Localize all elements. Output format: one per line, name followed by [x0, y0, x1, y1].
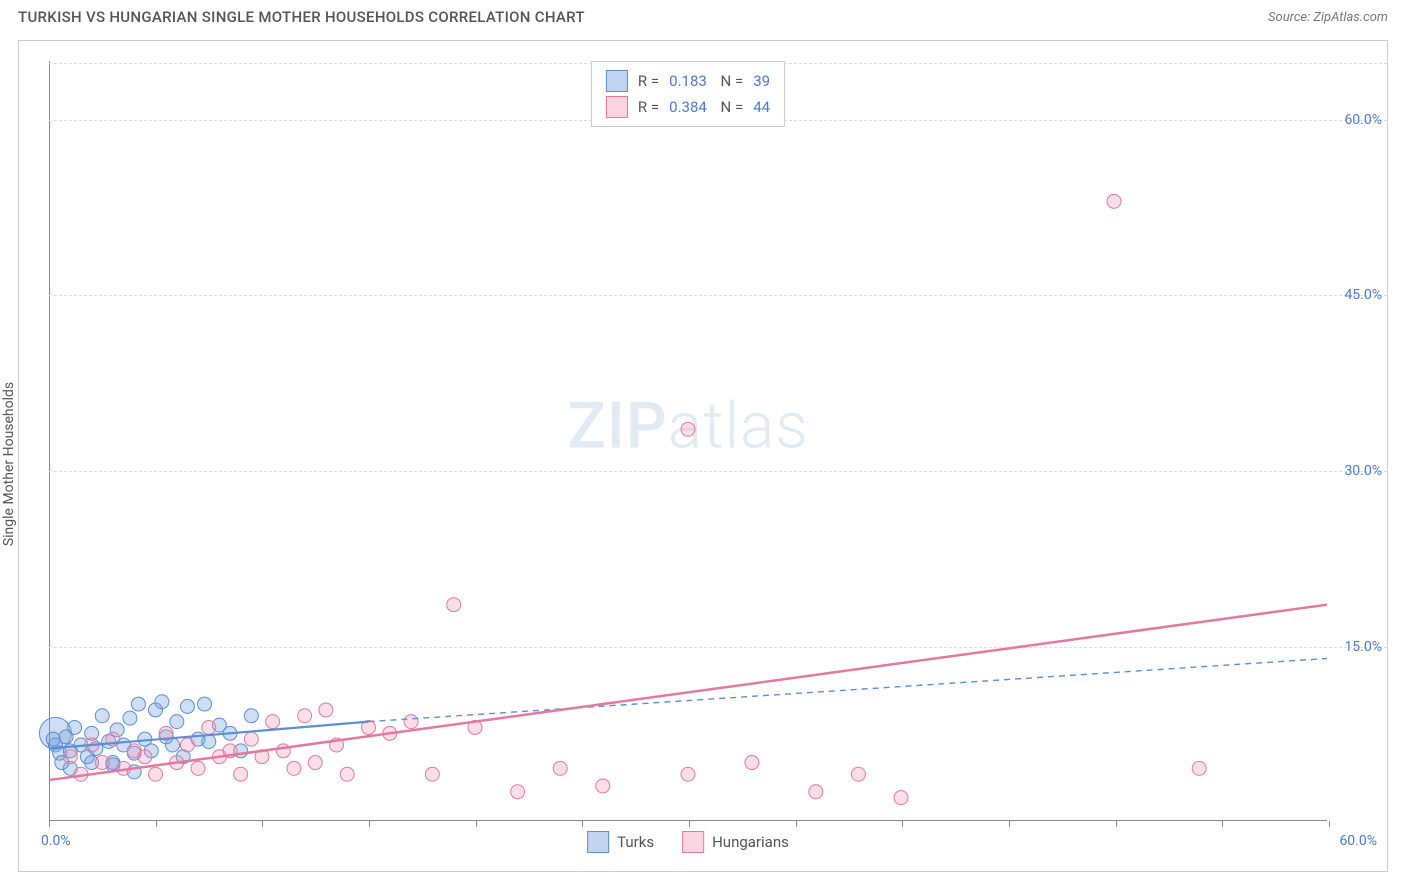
scatter-point	[202, 720, 216, 734]
scatter-point	[95, 709, 109, 723]
plot-area: 15.0%30.0%45.0%60.0% ZIPatlas R = 0.183 …	[49, 61, 1327, 821]
legend-item-turks: Turks	[587, 831, 654, 853]
legend-item-hungarians: Hungarians	[682, 831, 789, 853]
legend-r-label: R =	[638, 98, 659, 116]
scatter-point	[155, 695, 169, 709]
scatter-point	[170, 715, 184, 729]
legend-r-value-hungarians: 0.384	[669, 98, 707, 116]
scatter-point	[202, 735, 216, 749]
scatter-point	[1192, 761, 1206, 775]
x-tick	[476, 821, 477, 827]
legend-swatch-hungarians	[606, 96, 628, 118]
x-tick	[582, 821, 583, 827]
legend-row-hungarians: R = 0.384 N = 44	[606, 94, 770, 120]
scatter-point	[308, 756, 322, 770]
legend-r-value-turks: 0.183	[669, 72, 707, 90]
x-tick	[369, 821, 370, 827]
scatter-point	[123, 711, 137, 725]
scatter-point	[1107, 194, 1121, 208]
x-axis-min-label: 0.0%	[41, 833, 71, 849]
scatter-point	[404, 715, 418, 729]
source-attribution: Source: ZipAtlas.com	[1268, 10, 1388, 25]
y-tick-label: 45.0%	[1344, 287, 1382, 303]
scatter-point	[425, 767, 439, 781]
scatter-point	[276, 744, 290, 758]
x-tick	[1329, 821, 1330, 827]
y-tick-label: 60.0%	[1344, 112, 1382, 128]
scatter-point	[511, 785, 525, 799]
scatter-point	[894, 791, 908, 805]
scatter-point	[319, 703, 333, 717]
y-tick-label: 15.0%	[1344, 639, 1382, 655]
x-tick	[902, 821, 903, 827]
series-legend: Turks Hungarians	[587, 831, 789, 853]
scatter-point	[180, 738, 194, 752]
scatter-point	[287, 761, 301, 775]
x-tick	[1009, 821, 1010, 827]
scatter-point	[553, 761, 567, 775]
legend-row-turks: R = 0.183 N = 39	[606, 68, 770, 94]
legend-swatch-turks	[606, 70, 628, 92]
scatter-point	[298, 709, 312, 723]
scatter-point	[131, 697, 145, 711]
x-tick	[689, 821, 690, 827]
x-tick	[262, 821, 263, 827]
x-axis-max-label: 60.0%	[1339, 833, 1377, 849]
scatter-point	[244, 709, 258, 723]
legend-n-value-hungarians: 44	[753, 98, 770, 116]
scatter-point	[745, 756, 759, 770]
y-axis-label: Single Mother Households	[1, 382, 17, 546]
legend-r-label: R =	[638, 72, 659, 90]
scatter-point	[68, 720, 82, 734]
legend-swatch-turks	[587, 831, 609, 853]
scatter-point	[191, 761, 205, 775]
x-tick	[1222, 821, 1223, 827]
scatter-point	[340, 767, 354, 781]
correlation-legend: R = 0.183 N = 39 R = 0.384 N = 44	[591, 61, 785, 127]
legend-label-hungarians: Hungarians	[712, 833, 789, 851]
chart-title: TURKISH VS HUNGARIAN SINGLE MOTHER HOUSE…	[18, 8, 585, 26]
trend-line	[49, 605, 1327, 780]
scatter-plot-svg	[49, 61, 1327, 821]
scatter-point	[180, 699, 194, 713]
chart-container: Single Mother Households 15.0%30.0%45.0%…	[18, 40, 1388, 872]
x-tick	[796, 821, 797, 827]
scatter-point	[138, 750, 152, 764]
scatter-point	[681, 422, 695, 436]
x-tick	[1116, 821, 1117, 827]
legend-swatch-hungarians	[682, 831, 704, 853]
scatter-point	[681, 767, 695, 781]
scatter-point	[266, 715, 280, 729]
scatter-point	[46, 732, 60, 746]
scatter-point	[95, 756, 109, 770]
scatter-point	[809, 785, 823, 799]
legend-label-turks: Turks	[617, 833, 654, 851]
legend-n-label: N =	[717, 72, 743, 90]
scatter-point	[63, 750, 77, 764]
scatter-point	[596, 779, 610, 793]
legend-n-label: N =	[717, 98, 743, 116]
scatter-point	[447, 598, 461, 612]
scatter-point	[851, 767, 865, 781]
scatter-point	[149, 767, 163, 781]
trend-line-extrapolated	[369, 658, 1328, 721]
legend-n-value-turks: 39	[753, 72, 770, 90]
scatter-point	[198, 697, 212, 711]
y-tick-label: 30.0%	[1344, 463, 1382, 479]
x-tick	[49, 821, 50, 827]
scatter-point	[244, 732, 258, 746]
scatter-point	[234, 767, 248, 781]
x-tick	[156, 821, 157, 827]
